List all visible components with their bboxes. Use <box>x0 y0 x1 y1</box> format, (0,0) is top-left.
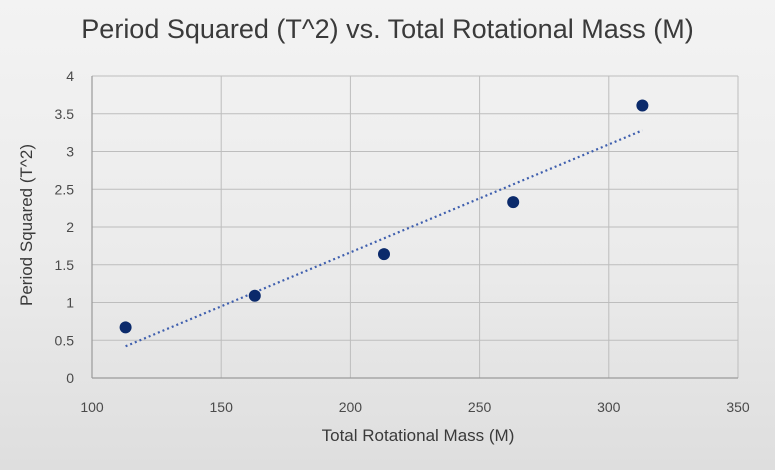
data-point <box>119 321 132 334</box>
trendline <box>125 129 643 348</box>
x-tick-label: 100 <box>80 399 104 415</box>
grid <box>91 75 739 379</box>
y-tick-label: 0.5 <box>55 332 75 348</box>
y-tick-label: 2.5 <box>55 181 75 197</box>
y-tick-label: 3.5 <box>55 106 75 122</box>
tick-labels: 0 0.5 1 1.5 2 2.5 3 3.5 4 100 150 200 250 300 350 <box>55 68 750 415</box>
y-tick-label: 2 <box>66 219 74 235</box>
data-points <box>119 99 649 334</box>
x-tick-label: 200 <box>339 399 363 415</box>
y-tick-label: 1.5 <box>55 257 75 273</box>
y-tick-label: 3 <box>66 144 74 160</box>
x-tick-label: 300 <box>597 399 621 415</box>
y-tick-label: 4 <box>66 68 74 84</box>
data-point <box>636 99 649 112</box>
data-point <box>507 196 520 209</box>
axes <box>91 76 738 379</box>
chart-title: Period Squared (T^2) vs. Total Rotationa… <box>81 14 694 44</box>
x-tick-label: 150 <box>210 399 234 415</box>
x-tick-label: 350 <box>726 399 750 415</box>
x-tick-label: 250 <box>468 399 492 415</box>
data-point <box>248 289 261 302</box>
y-tick-label: 1 <box>66 295 74 311</box>
data-point <box>377 248 390 261</box>
trendline-layer <box>125 129 643 348</box>
y-tick-label: 0 <box>66 370 74 386</box>
x-axis-label: Total Rotational Mass (M) <box>321 426 515 445</box>
